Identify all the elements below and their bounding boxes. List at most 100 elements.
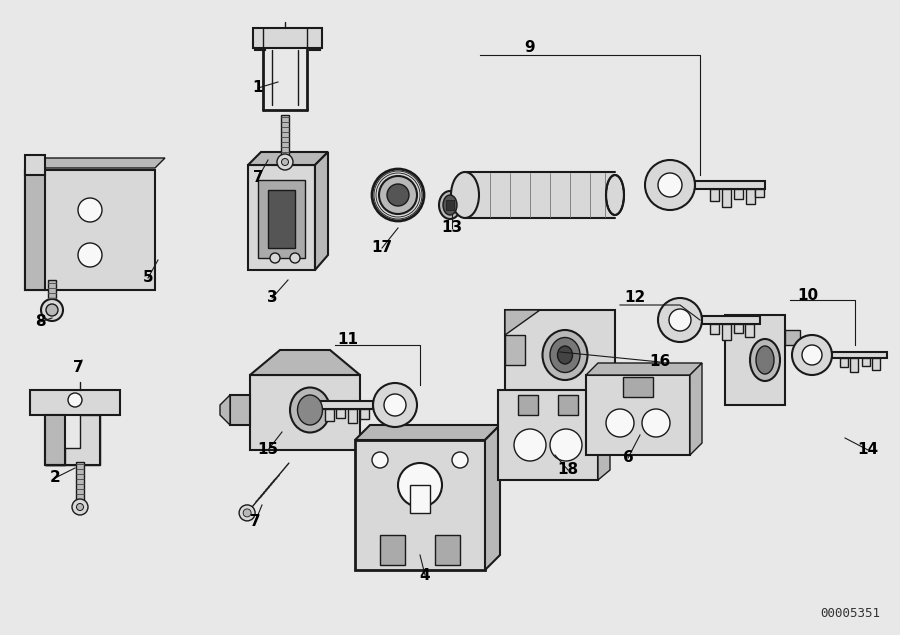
Polygon shape — [25, 155, 45, 175]
Polygon shape — [255, 30, 265, 50]
Text: 7: 7 — [73, 361, 84, 375]
Ellipse shape — [606, 175, 624, 215]
Polygon shape — [695, 181, 765, 189]
Polygon shape — [840, 358, 848, 367]
Text: 14: 14 — [858, 443, 878, 457]
Text: 8: 8 — [35, 314, 45, 330]
Text: 7: 7 — [253, 171, 264, 185]
Circle shape — [277, 154, 293, 170]
Circle shape — [78, 243, 102, 267]
Circle shape — [550, 429, 582, 461]
Ellipse shape — [439, 191, 461, 219]
Polygon shape — [250, 350, 360, 375]
Circle shape — [606, 409, 634, 437]
Circle shape — [384, 394, 406, 416]
Polygon shape — [785, 330, 800, 345]
Polygon shape — [360, 409, 369, 419]
Polygon shape — [348, 409, 357, 423]
Circle shape — [802, 345, 822, 365]
Polygon shape — [465, 172, 615, 218]
Polygon shape — [48, 280, 56, 298]
Circle shape — [658, 298, 702, 342]
Ellipse shape — [543, 330, 588, 380]
Polygon shape — [315, 152, 328, 270]
Circle shape — [270, 253, 280, 263]
Polygon shape — [325, 409, 334, 421]
Polygon shape — [248, 165, 315, 270]
Ellipse shape — [298, 395, 322, 425]
Text: 00005351: 00005351 — [820, 607, 880, 620]
Polygon shape — [558, 395, 578, 415]
Circle shape — [78, 198, 102, 222]
Circle shape — [76, 504, 84, 511]
Text: 15: 15 — [257, 443, 279, 457]
Polygon shape — [498, 390, 598, 480]
Circle shape — [792, 335, 832, 375]
Polygon shape — [722, 189, 731, 207]
Circle shape — [282, 159, 289, 166]
Circle shape — [239, 505, 255, 521]
Polygon shape — [305, 401, 373, 409]
Polygon shape — [850, 358, 858, 372]
Polygon shape — [710, 324, 719, 334]
Circle shape — [290, 253, 300, 263]
Polygon shape — [872, 358, 880, 370]
Polygon shape — [25, 170, 45, 290]
Polygon shape — [755, 189, 764, 197]
Polygon shape — [505, 335, 525, 365]
Polygon shape — [281, 115, 289, 155]
Circle shape — [372, 452, 388, 468]
Polygon shape — [230, 395, 250, 425]
Polygon shape — [862, 358, 870, 366]
Text: 9: 9 — [525, 41, 535, 55]
Text: 18: 18 — [557, 462, 579, 478]
Ellipse shape — [379, 176, 417, 214]
Circle shape — [46, 304, 58, 316]
Circle shape — [658, 173, 682, 197]
Polygon shape — [310, 30, 320, 50]
Ellipse shape — [451, 172, 479, 218]
Polygon shape — [435, 535, 460, 565]
Polygon shape — [734, 189, 743, 199]
Polygon shape — [746, 189, 755, 204]
Circle shape — [68, 393, 82, 407]
Circle shape — [645, 160, 695, 210]
Polygon shape — [380, 535, 405, 565]
Polygon shape — [255, 30, 320, 45]
Polygon shape — [505, 310, 615, 400]
Polygon shape — [45, 415, 65, 465]
Ellipse shape — [750, 339, 780, 381]
Polygon shape — [355, 425, 500, 440]
Polygon shape — [702, 316, 760, 324]
Circle shape — [452, 452, 468, 468]
Circle shape — [243, 509, 251, 517]
Text: 6: 6 — [623, 450, 634, 465]
Polygon shape — [745, 324, 754, 337]
Circle shape — [72, 499, 88, 515]
Ellipse shape — [557, 346, 572, 364]
Polygon shape — [722, 324, 731, 340]
Polygon shape — [76, 462, 84, 500]
Polygon shape — [690, 363, 702, 455]
Polygon shape — [25, 158, 165, 168]
Polygon shape — [258, 180, 305, 258]
Polygon shape — [586, 375, 690, 455]
Polygon shape — [220, 395, 230, 425]
Bar — [410, 485, 430, 513]
Polygon shape — [485, 425, 500, 570]
Polygon shape — [505, 310, 540, 335]
Ellipse shape — [372, 169, 424, 221]
Polygon shape — [725, 315, 785, 405]
Text: 10: 10 — [797, 288, 819, 302]
Polygon shape — [518, 395, 538, 415]
Text: 17: 17 — [372, 241, 392, 255]
Polygon shape — [598, 380, 610, 480]
Text: 1: 1 — [253, 81, 263, 95]
Polygon shape — [355, 440, 485, 570]
Polygon shape — [586, 363, 702, 375]
Polygon shape — [623, 377, 653, 397]
Polygon shape — [250, 375, 360, 450]
Ellipse shape — [387, 184, 409, 206]
Text: 16: 16 — [650, 354, 670, 370]
Circle shape — [41, 299, 63, 321]
